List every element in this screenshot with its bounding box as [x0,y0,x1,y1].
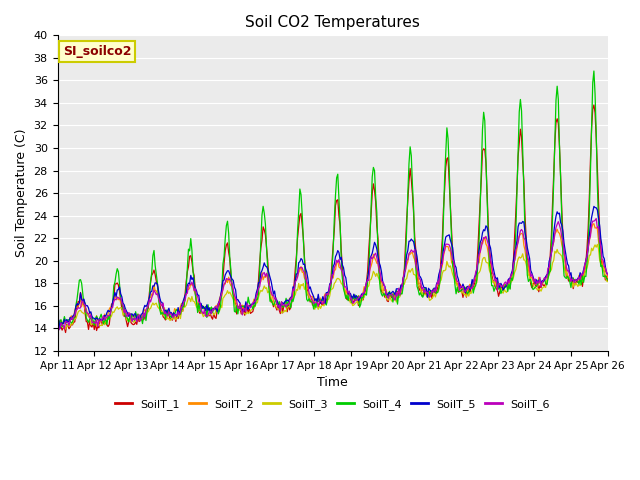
SoilT_2 [287,295,294,300]
SoilT_1 [590,102,598,108]
SoilT_6 [363,280,371,286]
Line: SoilT_4: SoilT_4 [58,71,608,332]
SoilT_6 [287,296,294,301]
SoilT_2 [60,321,67,326]
SoilT_2 [604,274,612,280]
Title: Soil CO2 Temperatures: Soil CO2 Temperatures [245,15,420,30]
X-axis label: Time: Time [317,376,348,389]
Line: SoilT_1: SoilT_1 [58,105,608,333]
SoilT_5 [363,279,371,285]
SoilT_2 [226,280,234,286]
SoilT_6 [604,272,612,278]
SoilT_4 [458,288,466,293]
SoilT_4 [362,291,369,297]
SoilT_1 [226,256,234,262]
SoilT_6 [593,216,600,221]
Line: SoilT_3: SoilT_3 [58,244,608,329]
SoilT_3 [363,288,371,293]
SoilT_5 [590,204,598,209]
SoilT_1 [604,277,612,283]
SoilT_2 [54,317,61,323]
SoilT_4 [388,291,396,297]
SoilT_4 [54,329,61,335]
SoilT_1 [54,321,61,326]
SoilT_1 [287,305,294,311]
SoilT_1 [459,295,467,300]
SoilT_2 [363,284,371,290]
SoilT_4 [554,84,561,89]
SoilT_1 [61,330,69,336]
Y-axis label: Soil Temperature (C): Soil Temperature (C) [15,129,28,257]
SoilT_5 [56,326,63,332]
SoilT_5 [554,211,562,216]
SoilT_3 [54,324,61,329]
Legend: SoilT_1, SoilT_2, SoilT_3, SoilT_4, SoilT_5, SoilT_6: SoilT_1, SoilT_2, SoilT_3, SoilT_4, Soil… [111,395,555,415]
SoilT_2 [459,287,467,292]
Line: SoilT_5: SoilT_5 [58,206,608,329]
SoilT_5 [287,295,294,300]
SoilT_3 [593,241,601,247]
SoilT_6 [554,219,562,225]
SoilT_3 [554,250,562,256]
SoilT_1 [363,279,371,285]
SoilT_6 [389,293,397,299]
SoilT_5 [459,281,467,287]
SoilT_3 [389,298,397,303]
SoilT_2 [389,292,397,298]
SoilT_2 [554,229,562,235]
SoilT_1 [554,120,562,126]
SoilT_3 [61,326,69,332]
SoilT_6 [226,276,234,282]
SoilT_5 [389,288,397,294]
SoilT_4 [285,300,293,305]
SoilT_5 [54,317,61,323]
Line: SoilT_6: SoilT_6 [58,218,608,330]
SoilT_3 [459,289,467,295]
SoilT_3 [226,289,234,295]
Text: SI_soilco2: SI_soilco2 [63,45,132,58]
SoilT_5 [226,271,234,277]
SoilT_4 [225,230,232,236]
Line: SoilT_2: SoilT_2 [58,224,608,324]
SoilT_2 [590,221,598,227]
SoilT_5 [604,271,612,276]
SoilT_3 [604,279,612,285]
SoilT_6 [459,284,467,289]
SoilT_4 [604,277,612,283]
SoilT_1 [389,291,397,297]
SoilT_6 [54,322,61,327]
SoilT_4 [590,68,598,74]
SoilT_6 [55,327,63,333]
SoilT_3 [287,302,294,308]
